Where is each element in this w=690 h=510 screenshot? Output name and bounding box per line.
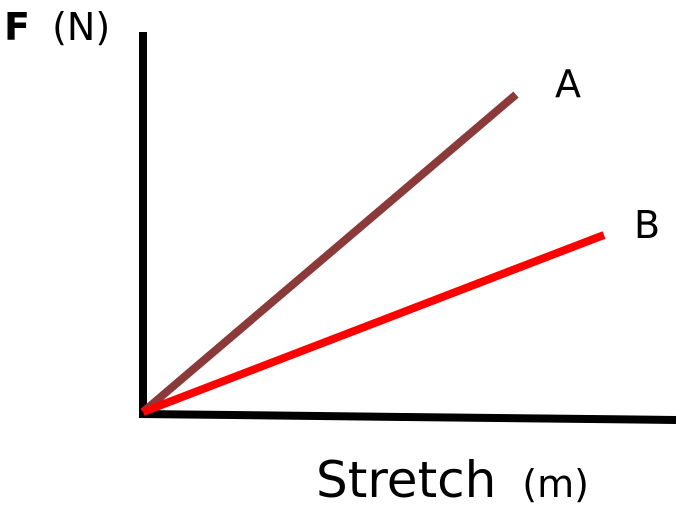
series-label-a: A [555,62,581,106]
series-label-b: B [634,203,660,247]
x-axis-text: Stretch [316,451,496,509]
x-axis-label: Stretch (m) [316,451,589,509]
y-axis-symbol: F [4,5,30,49]
series-line-b [141,231,606,416]
x-axis [138,410,677,424]
series-line-a [140,91,519,416]
x-axis-unit: (m) [522,462,589,506]
y-axis-label: F (N) [4,5,110,49]
y-axis-unit: (N) [52,5,110,49]
